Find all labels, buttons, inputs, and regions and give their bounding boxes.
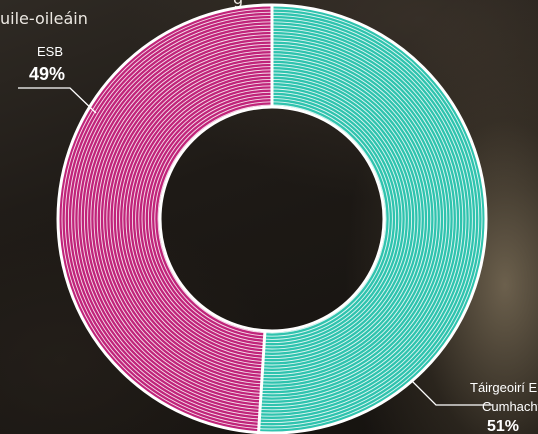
slice-labels: ESB 49% Táirgeoirí E Cumhachy 51% xyxy=(29,44,538,434)
chart-title-line-1: g xyxy=(233,0,321,9)
donut-inner-border xyxy=(158,105,386,333)
donut-slice-esb xyxy=(58,5,273,433)
slice-label-name-esb: ESB xyxy=(37,44,63,59)
slice-divider xyxy=(257,330,267,433)
leader-line-esb xyxy=(18,87,97,114)
slice-label-name-line-1-tairgeoiri: Táirgeoirí E xyxy=(470,380,538,395)
slice-label-value-tairgeoiri: 51% xyxy=(487,418,519,434)
slice-label-name-line-2-tairgeoiri: Cumhachy xyxy=(482,399,538,414)
leader-lines xyxy=(18,87,492,406)
chart-title: g uile-oileáin xyxy=(0,0,243,42)
donut-slice-tairgeoiri xyxy=(258,5,487,434)
slice-dividers xyxy=(56,3,488,434)
donut-slices xyxy=(58,5,487,434)
slice-label-value-esb: 49% xyxy=(29,64,65,84)
leader-line-tairgeoiri xyxy=(411,380,492,406)
chart-title-line-2: uile-oileáin xyxy=(0,9,88,28)
